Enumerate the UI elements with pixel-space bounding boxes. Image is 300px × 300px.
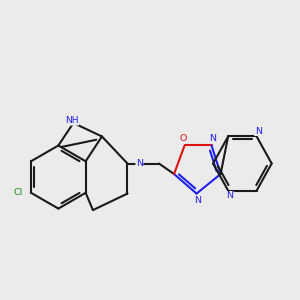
Text: N: N [195, 196, 202, 205]
Text: N: N [136, 159, 143, 168]
Text: O: O [179, 134, 187, 143]
Text: Cl: Cl [14, 188, 23, 197]
Text: NH: NH [65, 116, 79, 125]
Text: N: N [226, 191, 233, 200]
Text: N: N [255, 127, 262, 136]
Text: N: N [210, 134, 217, 143]
